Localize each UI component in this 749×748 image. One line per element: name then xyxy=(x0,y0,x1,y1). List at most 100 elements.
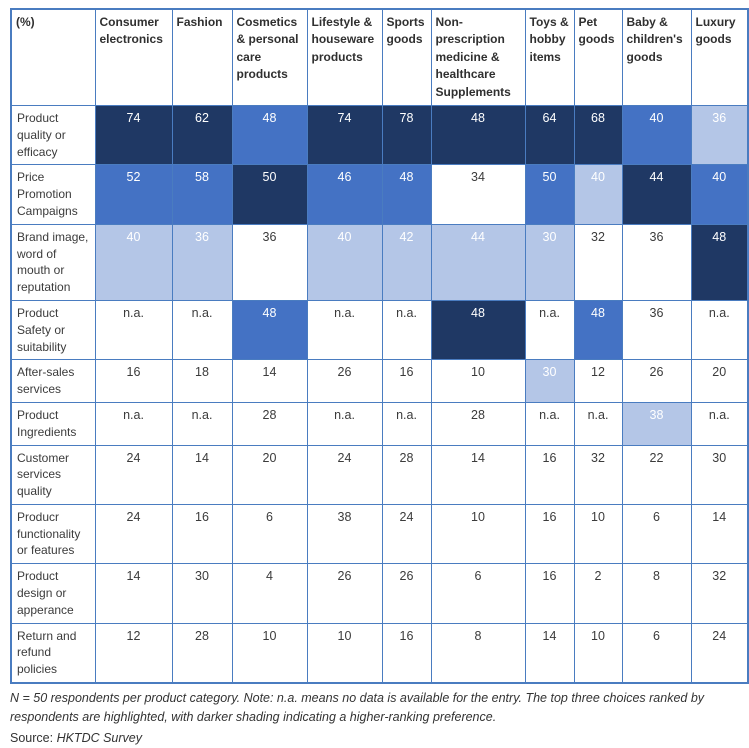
value-cell: n.a. xyxy=(524,299,575,361)
column-header: Cosmetics & personal care products xyxy=(231,8,308,106)
value-cell: 16 xyxy=(381,359,432,403)
row-label: Product quality or efficacy xyxy=(10,104,96,166)
value-cell: 26 xyxy=(306,563,383,624)
value-cell: 14 xyxy=(690,503,749,565)
value-cell: 28 xyxy=(430,401,526,446)
column-header: Luxury goods xyxy=(690,8,749,106)
column-header: Sports goods xyxy=(381,8,432,106)
value-cell: 36 xyxy=(171,223,233,301)
value-cell: 10 xyxy=(573,622,623,684)
value-cell: 50 xyxy=(231,164,308,225)
value-cell: 48 xyxy=(231,299,308,361)
value-cell: 26 xyxy=(306,359,383,403)
value-cell: 14 xyxy=(94,563,173,624)
value-cell: 30 xyxy=(690,444,749,505)
table-row: Producr functionality or features 24 16 6 38… xyxy=(10,503,749,565)
value-cell: 48 xyxy=(381,164,432,225)
value-cell: 16 xyxy=(524,444,575,505)
value-cell: 28 xyxy=(171,622,233,684)
table-row: Brand image, word of mouth or reputation… xyxy=(10,223,749,301)
value-cell: 14 xyxy=(524,622,575,684)
column-header: Fashion xyxy=(171,8,233,106)
value-cell: 40 xyxy=(690,164,749,225)
value-cell: 48 xyxy=(430,299,526,361)
table-row: After-sales services 16 18 14 26 16 10 30 12 26 20 xyxy=(10,359,749,403)
value-cell: 32 xyxy=(690,563,749,624)
value-cell: 44 xyxy=(430,223,526,301)
value-cell: 48 xyxy=(430,104,526,166)
table-row: Price Promotion Campaigns 52 58 50 46 48 34 50 4… xyxy=(10,164,749,225)
value-cell: 28 xyxy=(381,444,432,505)
value-cell: 6 xyxy=(621,622,692,684)
corner-cell: (%) xyxy=(10,8,96,106)
value-cell: 46 xyxy=(306,164,383,225)
value-cell: n.a. xyxy=(94,299,173,361)
value-cell: n.a. xyxy=(690,299,749,361)
value-cell: 38 xyxy=(621,401,692,446)
value-cell: 58 xyxy=(171,164,233,225)
source-line: Source: HKTDC Survey xyxy=(10,729,747,748)
value-cell: 20 xyxy=(231,444,308,505)
value-cell: 40 xyxy=(621,104,692,166)
value-cell: 6 xyxy=(231,503,308,565)
value-cell: 16 xyxy=(381,622,432,684)
table-row: Product Safety or suitability n.a. n.a. 48 n… xyxy=(10,299,749,361)
value-cell: 10 xyxy=(306,622,383,684)
table-row: Product design or apperance 14 30 4 26 26 6 16 2… xyxy=(10,563,749,624)
row-label: Product Ingredients xyxy=(10,401,96,446)
survey-heatmap-table: (%) Consumer electronics Fashion Cosmetics … xyxy=(10,8,749,685)
column-header: Pet goods xyxy=(573,8,623,106)
value-cell: 36 xyxy=(621,299,692,361)
row-label: Return and refund policies xyxy=(10,622,96,684)
value-cell: 52 xyxy=(94,164,173,225)
value-cell: n.a. xyxy=(381,401,432,446)
row-label: Price Promotion Campaigns xyxy=(10,164,96,225)
value-cell: 22 xyxy=(621,444,692,505)
column-header: Lifestyle & houseware products xyxy=(306,8,383,106)
value-cell: 14 xyxy=(430,444,526,505)
value-cell: 62 xyxy=(171,104,233,166)
table-row: Customer services quality 24 14 20 24 28 14 16 3… xyxy=(10,444,749,505)
value-cell: n.a. xyxy=(524,401,575,446)
value-cell: 48 xyxy=(690,223,749,301)
value-cell: 16 xyxy=(524,563,575,624)
value-cell: 4 xyxy=(231,563,308,624)
column-header: Non-prescription medicine & healthcare S… xyxy=(430,8,526,106)
source-value: HKTDC Survey xyxy=(56,730,142,745)
value-cell: 34 xyxy=(430,164,526,225)
footnote: N = 50 respondents per product category.… xyxy=(10,691,705,725)
value-cell: 48 xyxy=(573,299,623,361)
value-cell: 24 xyxy=(690,622,749,684)
value-cell: 32 xyxy=(573,444,623,505)
value-cell: 20 xyxy=(690,359,749,403)
table-row: Return and refund policies 12 28 10 10 16 8 14 1… xyxy=(10,622,749,684)
row-label: Customer services quality xyxy=(10,444,96,505)
value-cell: 2 xyxy=(573,563,623,624)
value-cell: 6 xyxy=(621,503,692,565)
value-cell: 10 xyxy=(231,622,308,684)
value-cell: 74 xyxy=(94,104,173,166)
value-cell: 40 xyxy=(94,223,173,301)
value-cell: 18 xyxy=(171,359,233,403)
value-cell: 16 xyxy=(171,503,233,565)
table-body: Product quality or efficacy 74 62 48 74 78 48 6… xyxy=(10,104,749,684)
value-cell: n.a. xyxy=(573,401,623,446)
value-cell: 24 xyxy=(94,444,173,505)
value-cell: 30 xyxy=(524,223,575,301)
value-cell: 40 xyxy=(573,164,623,225)
value-cell: 42 xyxy=(381,223,432,301)
value-cell: n.a. xyxy=(94,401,173,446)
value-cell: n.a. xyxy=(306,299,383,361)
value-cell: n.a. xyxy=(690,401,749,446)
value-cell: 44 xyxy=(621,164,692,225)
value-cell: 26 xyxy=(621,359,692,403)
value-cell: 68 xyxy=(573,104,623,166)
value-cell: 32 xyxy=(573,223,623,301)
value-cell: 10 xyxy=(430,359,526,403)
value-cell: 28 xyxy=(231,401,308,446)
value-cell: 38 xyxy=(306,503,383,565)
table-row: Product quality or efficacy 74 62 48 74 78 48 6… xyxy=(10,104,749,166)
header-row: (%) Consumer electronics Fashion Cosmetics … xyxy=(10,8,749,106)
value-cell: 10 xyxy=(573,503,623,565)
value-cell: 74 xyxy=(306,104,383,166)
